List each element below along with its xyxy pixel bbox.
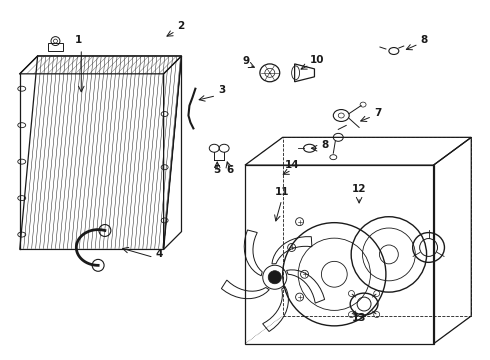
- Text: 6: 6: [226, 165, 234, 175]
- Text: 11: 11: [274, 187, 289, 197]
- Text: 1: 1: [74, 35, 81, 45]
- Text: 5: 5: [214, 165, 221, 175]
- Text: 7: 7: [374, 108, 381, 117]
- Circle shape: [268, 271, 281, 284]
- Text: 14: 14: [284, 160, 299, 170]
- Text: 3: 3: [218, 85, 225, 95]
- Text: 8: 8: [420, 35, 428, 45]
- Text: 8: 8: [321, 140, 329, 150]
- Text: 4: 4: [156, 249, 163, 260]
- Text: 13: 13: [352, 313, 367, 323]
- Text: 2: 2: [177, 21, 185, 31]
- Text: 9: 9: [242, 56, 249, 66]
- Text: 10: 10: [310, 55, 324, 65]
- Text: 12: 12: [352, 184, 367, 194]
